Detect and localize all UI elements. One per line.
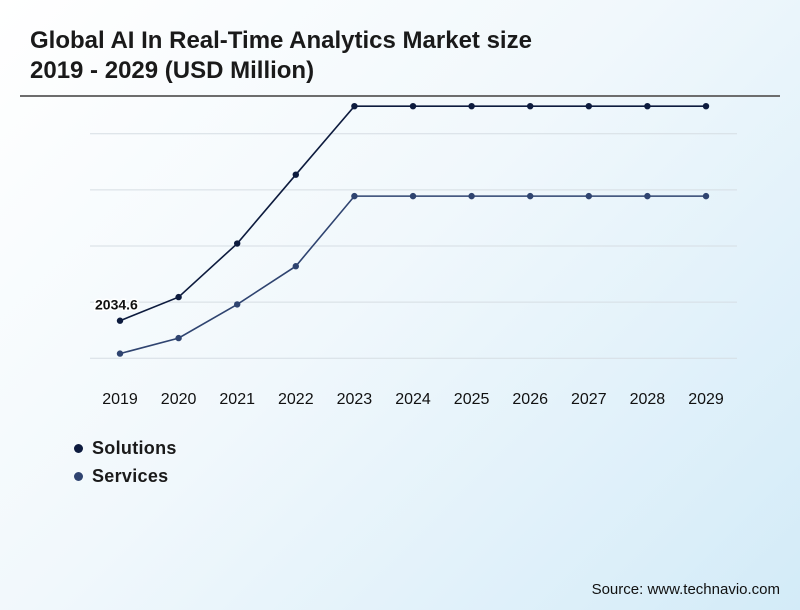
legend-marker-services bbox=[74, 471, 83, 481]
data-point bbox=[351, 192, 358, 200]
data-point bbox=[644, 192, 651, 200]
series-line-solutions bbox=[119, 105, 706, 322]
data-point bbox=[468, 102, 475, 110]
data-point bbox=[351, 102, 358, 110]
data-point bbox=[702, 192, 710, 200]
legend-label-solutions: Solutions bbox=[92, 437, 177, 458]
x-tick-label: 2028 bbox=[630, 391, 666, 408]
data-point bbox=[409, 102, 417, 110]
legend-label-services: Services bbox=[92, 465, 169, 486]
x-tick-label: 2025 bbox=[454, 391, 490, 408]
legend: Solutions Services bbox=[74, 434, 177, 490]
chart-title-line-2: 2019 - 2029 (USD Million) bbox=[30, 57, 315, 84]
data-point bbox=[116, 350, 124, 357]
x-tick-label: 2019 bbox=[102, 391, 138, 408]
x-tick-label: 2029 bbox=[688, 391, 724, 408]
data-label: 2034.6 bbox=[95, 297, 138, 313]
data-point bbox=[644, 102, 651, 110]
x-tick-label: 2024 bbox=[395, 391, 431, 408]
data-point bbox=[527, 192, 534, 200]
data-point bbox=[702, 102, 710, 110]
legend-item-solutions[interactable]: Solutions bbox=[74, 434, 177, 462]
data-point bbox=[468, 192, 475, 200]
x-tick-label: 2023 bbox=[337, 391, 373, 408]
series-line-services bbox=[119, 195, 706, 355]
legend-marker-solutions bbox=[74, 443, 83, 453]
data-point bbox=[292, 263, 299, 270]
data-point bbox=[116, 317, 124, 324]
data-point bbox=[585, 102, 592, 110]
chart-title-line-1: Global AI In Real-Time Analytics Market … bbox=[30, 27, 532, 54]
data-point bbox=[292, 171, 299, 178]
data-point bbox=[234, 240, 241, 247]
x-tick-label: 2026 bbox=[512, 391, 548, 408]
x-tick-label: 2020 bbox=[161, 391, 197, 408]
legend-item-services[interactable]: Services bbox=[74, 462, 177, 490]
x-tick-label: 2021 bbox=[219, 391, 255, 408]
x-tick-label: 2027 bbox=[571, 391, 607, 408]
chart-title: Global AI In Real-Time Analytics Market … bbox=[30, 26, 532, 86]
data-point bbox=[409, 192, 417, 200]
title-divider bbox=[20, 95, 780, 97]
data-point bbox=[527, 102, 534, 110]
source-note: Source: www.technavio.com bbox=[591, 581, 780, 598]
data-point bbox=[175, 293, 182, 301]
data-point bbox=[234, 301, 241, 308]
data-point bbox=[585, 192, 592, 200]
data-point bbox=[175, 334, 182, 342]
x-tick-label: 2022 bbox=[278, 391, 314, 408]
